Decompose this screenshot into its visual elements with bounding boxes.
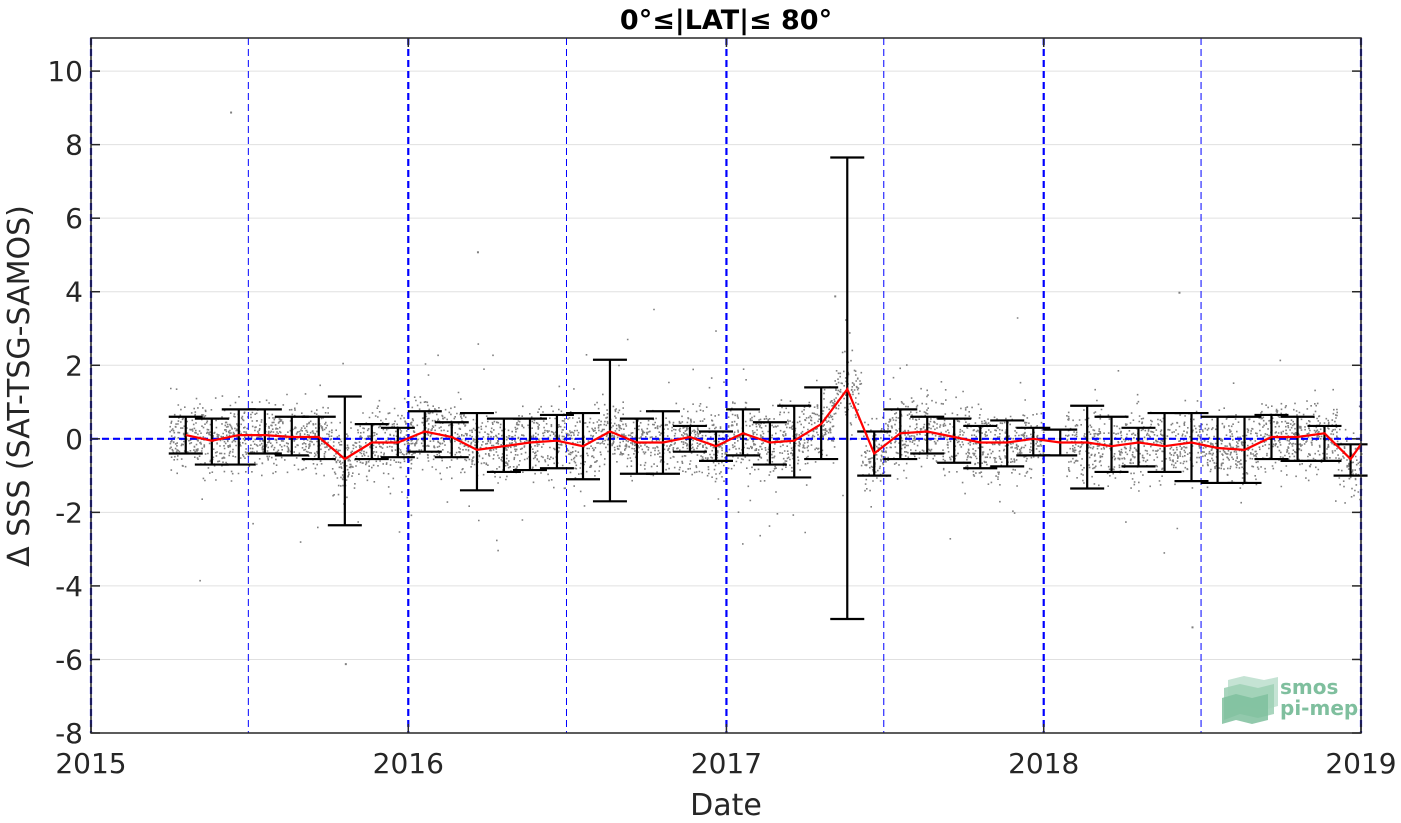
scatter-outlier bbox=[230, 111, 233, 114]
scatter-outlier bbox=[344, 663, 347, 666]
x-tick-label: 2016 bbox=[373, 747, 444, 780]
logo-text-smos: smos bbox=[1280, 675, 1338, 699]
scatter-outlier bbox=[1178, 291, 1181, 294]
y-tick-label: 0 bbox=[65, 423, 83, 456]
smos-pimep-logo: smos pi-mep bbox=[1222, 675, 1358, 724]
scatter-outlier bbox=[1191, 626, 1194, 629]
x-tick-label: 2017 bbox=[691, 747, 762, 780]
y-tick-label: -8 bbox=[55, 717, 83, 750]
errorbar-layer bbox=[168, 156, 1368, 621]
x-tick-label: 2018 bbox=[1008, 747, 1079, 780]
scatter-outlier bbox=[834, 295, 837, 298]
y-tick-label: -6 bbox=[55, 643, 83, 676]
scatter-layer bbox=[169, 111, 1363, 666]
y-tick-label: 6 bbox=[65, 202, 83, 235]
chart-title: 0°≤|LAT|≤ 80° bbox=[620, 5, 832, 36]
y-tick-label: 8 bbox=[65, 129, 83, 162]
y-tick-label: -4 bbox=[55, 570, 83, 603]
x-tick-label: 2019 bbox=[1325, 747, 1396, 780]
mean-layer bbox=[185, 386, 1362, 461]
y-tick-label: 10 bbox=[47, 55, 83, 88]
y-axis-label: Δ SSS (SAT-TSG-SAMOS) bbox=[2, 205, 37, 567]
scatter-outlier bbox=[476, 251, 479, 254]
monthly-mean-line bbox=[185, 386, 1362, 461]
y-tick-label: 4 bbox=[65, 276, 83, 309]
y-ticks: -8 -6 -4 -2 0 2 4 6 8 10 bbox=[47, 55, 1361, 750]
x-tick-label: 2015 bbox=[55, 747, 126, 780]
logo-text-pimep: pi-mep bbox=[1280, 696, 1358, 720]
y-tick-label: -2 bbox=[55, 496, 83, 529]
y-tick-label: 2 bbox=[65, 349, 83, 382]
x-ticks: 2015 2016 2017 2018 2019 bbox=[55, 38, 1397, 780]
x-axis-label: Date bbox=[690, 788, 762, 819]
scatter-points bbox=[169, 308, 1363, 582]
marker-layer bbox=[89, 38, 1363, 733]
